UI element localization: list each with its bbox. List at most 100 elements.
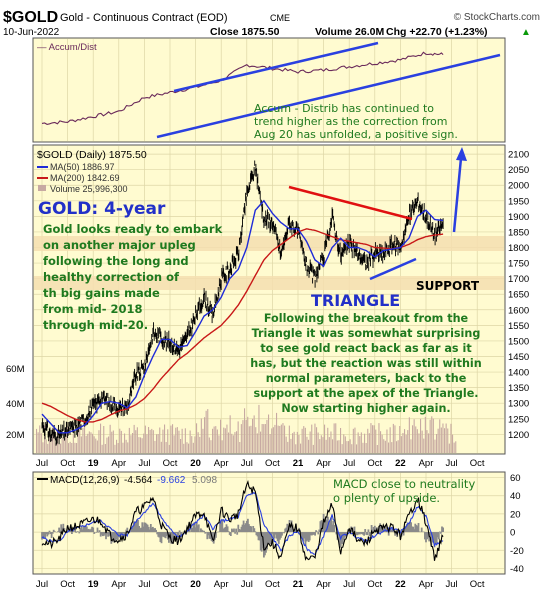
macd-histogram-bar <box>156 532 159 535</box>
volume-bar <box>66 423 68 453</box>
volume-bar <box>277 425 279 453</box>
volume-bar <box>300 443 302 453</box>
macd-histogram-bar <box>222 529 225 533</box>
volume-bar <box>168 444 170 453</box>
volume-bar <box>50 438 52 453</box>
macd-histogram-bar <box>66 525 69 533</box>
macd-histogram-bar <box>147 526 150 533</box>
header: $GOLD Gold - Continuous Contract (EOD) C… <box>3 9 540 38</box>
macd-histogram-bar <box>395 532 397 535</box>
volume-bar <box>284 425 286 453</box>
macd-histogram-bar <box>57 531 59 533</box>
macd-histogram-bar <box>276 532 279 542</box>
macd-histogram-bar <box>221 519 224 533</box>
volume-bar <box>234 432 236 453</box>
macd-histogram-bar <box>353 526 356 533</box>
volume-bar <box>80 436 82 453</box>
macd-histogram-bar <box>167 532 169 540</box>
macd-histogram-bar <box>145 523 148 533</box>
volume-bar <box>415 426 417 453</box>
volume-bar <box>140 437 142 453</box>
x-tick-label: 20 <box>190 458 201 469</box>
volume-bar <box>148 427 150 453</box>
volume-bar <box>399 426 401 453</box>
support-band-lower <box>34 276 504 290</box>
volume-bar <box>47 443 49 453</box>
macd-histogram-bar <box>312 532 314 535</box>
volume-bar <box>276 412 278 453</box>
macd-histogram-bar <box>52 529 55 532</box>
macd-histogram-bar <box>46 532 49 537</box>
price-tick-label: 1400 <box>508 368 529 379</box>
volume-bar <box>402 433 404 453</box>
macd-histogram-bar <box>315 530 317 533</box>
macd-histogram-bar <box>146 524 149 533</box>
macd-histogram-bar <box>245 520 248 533</box>
macd-histogram-bar <box>363 532 365 536</box>
macd-histogram-bar <box>205 532 208 533</box>
macd-x-tick-label: Apr <box>214 579 229 590</box>
volume-bar <box>308 439 310 453</box>
volume-bar <box>242 420 244 453</box>
macd-histogram-bar <box>171 532 173 544</box>
ma200-line <box>41 228 444 423</box>
macd-histogram-bar <box>41 532 43 540</box>
volume-bar <box>76 443 78 453</box>
volume-bar <box>368 433 370 453</box>
macd-histogram-bar <box>412 526 415 533</box>
macd-histogram-bar <box>197 524 200 533</box>
volume-bar <box>324 424 326 453</box>
price-tick-label: 1750 <box>508 259 529 270</box>
volume-bar <box>450 423 452 453</box>
macd-histogram-bar <box>243 524 246 533</box>
macd-histogram-bar <box>115 532 118 540</box>
macd-histogram-bar <box>215 532 217 538</box>
body-line-6: support at the apex of the Triangle. <box>253 387 478 400</box>
volume-bar <box>154 440 156 453</box>
macd-histogram-bar <box>208 532 211 539</box>
volume-bar <box>52 427 54 453</box>
price-tick-label: 1900 <box>508 212 529 223</box>
volume-bar <box>138 437 140 453</box>
macd-histogram-bar <box>304 532 307 547</box>
macd-histogram-bar <box>206 532 209 540</box>
macd-histogram-bar <box>410 522 412 533</box>
price-legend-title: $GOLD (Daily) 1875.50 <box>37 149 147 161</box>
macd-histogram-bar <box>152 526 154 533</box>
macd-histogram-bar <box>93 532 96 534</box>
header-name: Gold - Continuous Contract (EOD) <box>60 12 228 24</box>
macd-histogram-bar <box>264 532 266 556</box>
macd-histogram-bar <box>367 529 370 533</box>
volume-bar <box>333 423 335 453</box>
volume-bar <box>104 444 106 453</box>
macd-histogram-bar <box>112 532 115 541</box>
volume-bar <box>335 423 337 453</box>
volume-legend: Volume 25,996,300 <box>50 184 128 194</box>
macd-histogram-bar <box>91 526 93 533</box>
body-line-1: Following the breakout from the <box>264 312 469 325</box>
volume-bar <box>440 427 442 453</box>
volume-bar <box>263 424 265 453</box>
volume-bar <box>176 427 178 453</box>
macd-histogram-bar <box>60 524 63 533</box>
macd-histogram-bar <box>316 531 319 533</box>
volume-bar <box>280 424 282 453</box>
volume-bar <box>274 424 276 453</box>
macd-histogram-bar <box>259 532 262 551</box>
x-tick-label: Oct <box>367 458 382 469</box>
macd-histogram-bar <box>204 532 207 534</box>
macd-histogram-bar <box>143 522 146 532</box>
macd-annotation: MACD close to neutrality o plenty of ups… <box>333 477 475 505</box>
volume-bar <box>346 441 348 453</box>
macd-histogram-bar <box>332 520 335 533</box>
volume-bar <box>306 436 308 453</box>
volume-bar <box>400 436 402 453</box>
macd-histogram-bar <box>414 523 417 533</box>
volume-bar <box>426 430 428 453</box>
macd-histogram-bar <box>380 525 383 533</box>
price-tick-label: 1950 <box>508 196 529 207</box>
volume-bar <box>143 433 145 453</box>
price-tick-label: 1350 <box>508 383 529 394</box>
volume-bar <box>252 418 254 453</box>
desc-line-5: th big gains made <box>43 286 160 300</box>
